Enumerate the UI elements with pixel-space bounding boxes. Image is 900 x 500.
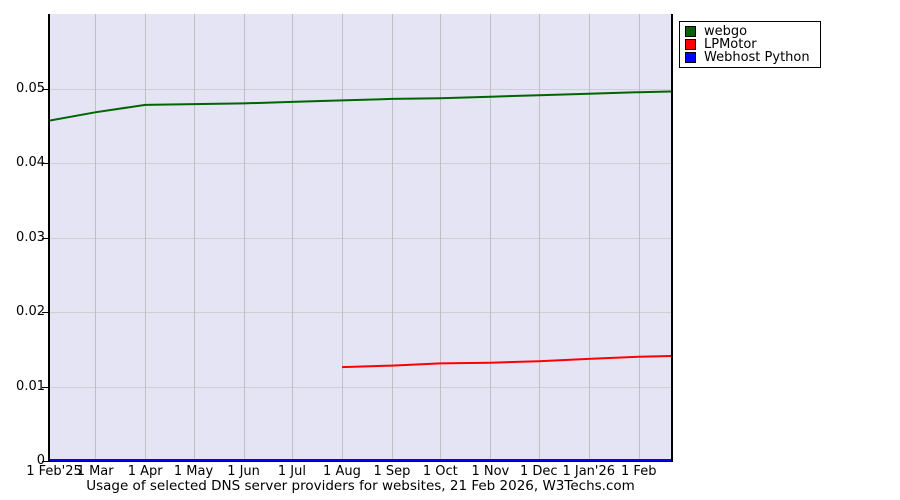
y-tick-label: 0.01	[16, 378, 45, 394]
chart-title: Usage of selected DNS server providers f…	[86, 478, 635, 494]
legend-item-webgo: webgo	[685, 25, 810, 38]
series-line-lpmotor	[341, 355, 671, 369]
y-tick-label: 0.02	[16, 304, 45, 319]
y-tick-label: 0	[36, 453, 45, 468]
y-tick-mark	[42, 89, 48, 90]
legend-swatch-webgo	[685, 26, 696, 37]
plot-area	[48, 14, 673, 462]
plot-canvas	[50, 14, 671, 461]
y-tick-label: 0.04	[16, 155, 45, 170]
y-tick-mark	[42, 312, 48, 313]
x-tick-label: 1 Feb	[621, 464, 657, 479]
x-tick-label: 1 Apr	[127, 464, 163, 479]
x-tick-label: 1 Jun	[227, 464, 260, 479]
x-tick-label: 1 Oct	[422, 464, 458, 479]
legend-item-webhost-python: Webhost Python	[685, 51, 810, 64]
x-tick-label: 1 Jul	[277, 464, 306, 479]
x-tick-label: 1 Feb'25	[26, 464, 82, 479]
y-tick-label: 0.05	[16, 80, 45, 96]
legend-swatch-webhost-python	[685, 52, 696, 63]
y-tick-mark	[42, 461, 48, 462]
legend-label-webgo: webgo	[704, 24, 748, 39]
series-line-webgo	[50, 90, 671, 122]
x-tick-label: 1 Jan'26	[562, 464, 616, 479]
y-tick-mark	[42, 163, 48, 164]
y-tick-label: 0.03	[16, 229, 45, 245]
x-tick-label: 1 Dec	[519, 464, 558, 479]
x-tick-label: 1 Mar	[76, 464, 114, 479]
legend: webgo LPMotor Webhost Python	[679, 21, 821, 68]
x-tick-label: 1 Nov	[471, 464, 510, 479]
legend-swatch-lpmotor	[685, 39, 696, 50]
x-tick-label: 1 May	[173, 464, 214, 479]
legend-label-lpmotor: LPMotor	[704, 37, 757, 52]
legend-label-webhost-python: Webhost Python	[704, 50, 810, 65]
legend-item-lpmotor: LPMotor	[685, 38, 810, 51]
y-tick-mark	[42, 238, 48, 239]
x-tick-label: 1 Aug	[323, 464, 361, 479]
x-tick-label: 1 Sep	[373, 464, 411, 479]
y-tick-mark	[42, 387, 48, 388]
